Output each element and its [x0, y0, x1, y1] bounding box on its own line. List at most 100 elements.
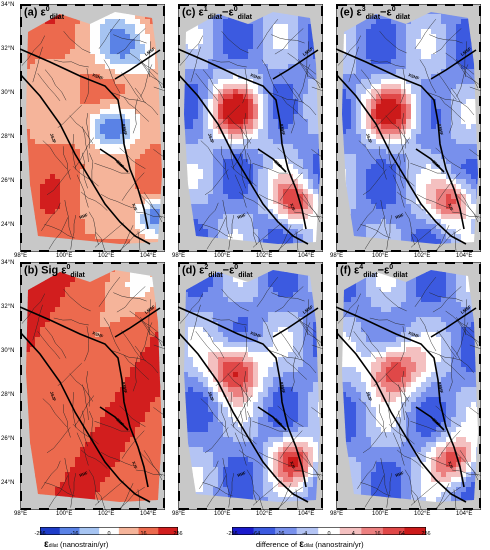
- longitude-label: 100°E: [56, 511, 73, 517]
- map-a: XSHF LMSF ANHF XJF RRF JSJF SMF: [20, 4, 165, 252]
- colorbar-difference: [232, 522, 427, 536]
- colorbar-tick: 16: [140, 531, 147, 537]
- fault-label: XJF: [447, 203, 454, 212]
- fault-label: JSJF: [49, 133, 57, 145]
- fault-label: XSHF: [92, 72, 105, 81]
- longitude-label: 102°E: [414, 511, 431, 517]
- fault-label: RRF: [237, 470, 247, 478]
- map-d: XSHF LMSF ANHF XJF RRF JSJF SMF: [178, 262, 323, 510]
- map-panel-f: XSHF LMSF ANHF XJF RRF JSJF SMF (f) ε4dilat−ε0d…: [336, 262, 481, 510]
- fault-label: JSJF: [365, 391, 373, 403]
- fault-label: XJF: [289, 203, 296, 212]
- longitude-label: 102°E: [98, 511, 115, 517]
- longitude-label: 104°E: [298, 511, 315, 517]
- fault-label: XJF: [289, 461, 296, 470]
- colorbar-tick: -64: [252, 531, 261, 537]
- longitude-label: 98°E: [330, 511, 344, 517]
- strain-field: [184, 12, 320, 244]
- map-panel-c: XSHF LMSF ANHF XJF RRF JSJF SMF (c) ε1dilat−ε0d…: [178, 4, 323, 252]
- fault-label: SMF: [431, 159, 441, 169]
- colorbar-tick: 64: [398, 531, 405, 537]
- major-faults: [20, 306, 161, 503]
- fault-label: ANHF: [121, 381, 128, 394]
- latitude-label: 26°N: [1, 178, 15, 184]
- fault-label: SMF: [273, 159, 283, 169]
- longitude-label: 102°E: [256, 511, 273, 517]
- latitude-label: 28°N: [1, 134, 15, 140]
- fault-label: XSHF: [408, 330, 421, 339]
- fault-label: ANHF: [121, 123, 128, 136]
- colorbar-swatch: [99, 527, 120, 535]
- minor-faults: [21, 18, 165, 252]
- colorbar-absolute-title: εdilat (nanostrain/yr): [44, 539, 109, 550]
- fault-label: LMSF: [144, 304, 157, 315]
- fault-label: ANHF: [437, 123, 444, 136]
- major-faults: [336, 306, 477, 503]
- longitude-label: 102°E: [414, 253, 431, 259]
- major-faults: [178, 48, 319, 245]
- fault-label: RRF: [395, 470, 405, 478]
- fault-label: XSHF: [250, 72, 263, 81]
- colorbar-tick: 4: [351, 531, 355, 537]
- map-frame: [20, 4, 165, 252]
- longitude-label: 100°E: [214, 511, 231, 517]
- colorbar-swatch: [79, 527, 100, 535]
- colorbar-swatch: [59, 527, 80, 535]
- fault-label: JSJF: [365, 133, 373, 145]
- longitude-label: 98°E: [172, 511, 186, 517]
- longitude-label: 104°E: [298, 253, 315, 259]
- fault-label: RRF: [395, 212, 405, 220]
- map-frame: [20, 262, 165, 510]
- fault-label: LMSF: [144, 46, 157, 57]
- fault-label: XSHF: [408, 72, 421, 81]
- fault-label: SMF: [273, 417, 283, 427]
- colorbar-swatch: [361, 527, 384, 535]
- colorbar-swatch: [158, 527, 179, 535]
- colorbar-swatch: [382, 527, 405, 535]
- fault-label: XJF: [131, 203, 138, 212]
- colorbar-swatch: [404, 527, 427, 535]
- colorbar-absolute-gradient: [40, 527, 179, 536]
- major-faults: [336, 48, 477, 245]
- longitude-label: 100°E: [56, 253, 73, 259]
- minor-faults: [337, 276, 481, 510]
- colorbar-tick: -256: [226, 531, 238, 537]
- colorbar-tick: 256: [421, 531, 431, 537]
- panel-label-a: (a) ε0dilat: [24, 6, 65, 21]
- minor-faults: [337, 18, 481, 252]
- colorbar-swatch: [296, 527, 319, 535]
- latitude-label: 30°N: [1, 348, 15, 354]
- latitude-label: 34°N: [1, 260, 15, 266]
- fault-label: SMF: [115, 417, 125, 427]
- fault-label: SMF: [431, 417, 441, 427]
- colorbar-tick: 256: [173, 531, 183, 537]
- fault-label: LMSF: [460, 46, 473, 57]
- fault-label: RRF: [79, 470, 89, 478]
- map-frame: [178, 262, 323, 510]
- colorbar-swatch: [232, 527, 255, 535]
- fault-label: ANHF: [437, 381, 444, 394]
- map-frame: [178, 4, 323, 252]
- fault-label: SMF: [115, 159, 125, 169]
- fault-label: RRF: [79, 212, 89, 220]
- colorbar-swatch: [318, 527, 341, 535]
- fault-label: LMSF: [302, 46, 315, 57]
- fault-label: RRF: [237, 212, 247, 220]
- latitude-label: 34°N: [1, 2, 15, 8]
- longitude-label: 104°E: [140, 253, 157, 259]
- longitude-label: 102°E: [98, 253, 115, 259]
- latitude-label: 26°N: [1, 436, 15, 442]
- colorbar-swatch: [118, 527, 140, 535]
- latitude-label: 32°N: [1, 46, 15, 52]
- fault-label: LMSF: [302, 304, 315, 315]
- colorbar-swatch: [138, 527, 159, 535]
- fault-label: XSHF: [250, 330, 263, 339]
- longitude-label: 104°E: [140, 511, 157, 517]
- fault-label: XSHF: [92, 330, 105, 339]
- colorbar-difference-gradient: [232, 527, 427, 536]
- longitude-label: 104°E: [456, 253, 473, 259]
- colorbar-swatch: [253, 527, 276, 535]
- minor-faults: [21, 276, 165, 510]
- colorbar-tick: 0: [327, 531, 331, 537]
- longitude-label: 102°E: [256, 253, 273, 259]
